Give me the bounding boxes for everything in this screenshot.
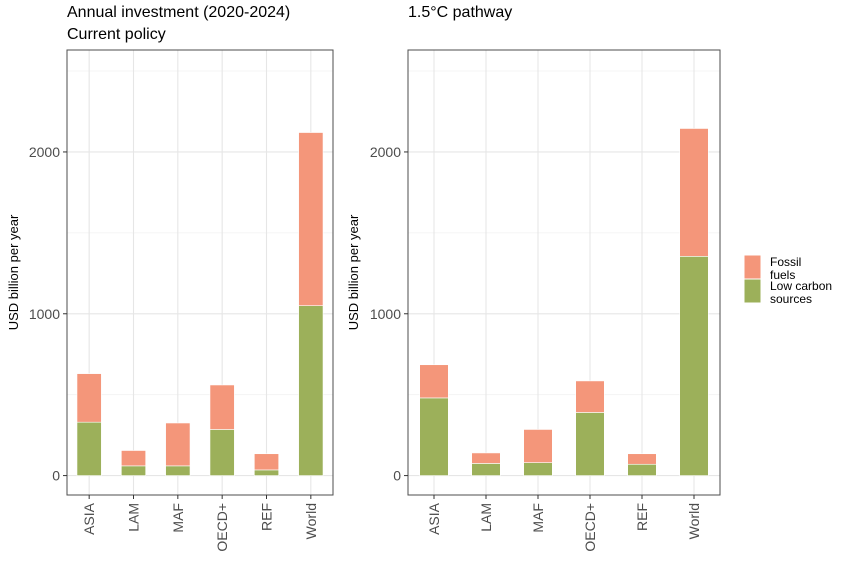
bar-fossil-fuels-ref	[627, 453, 657, 465]
x-tick-label: REF	[259, 503, 275, 531]
panel-background	[67, 50, 333, 495]
chart-panel-current-policy: Annual investment (2020-2024) Current pol…	[6, 4, 334, 552]
bar-fossil-fuels-maf	[165, 422, 191, 467]
bar-low-carbon-ref	[254, 469, 279, 476]
bar-fossil-fuels-lam	[471, 452, 501, 464]
x-tick-label: MAF	[170, 503, 186, 533]
y-tick-label: 0	[52, 468, 60, 484]
chart-panel-1-5c-pathway: 1.5°C pathway 0 1000 2000 ASIA LAM MAF OECD+ REF…	[346, 4, 721, 552]
bar-low-carbon-oecd	[209, 429, 235, 476]
bar-fossil-fuels-oecd	[209, 384, 235, 430]
legend-key-low-carbon	[743, 278, 762, 304]
bar-fossil-fuels-lam	[121, 450, 146, 467]
chart-title-line: Annual investment (2020-2024)	[67, 4, 290, 21]
x-tick-label: World	[686, 503, 702, 539]
bar-low-carbon-ref	[627, 463, 657, 476]
x-tick-label: LAM	[478, 503, 494, 532]
bar-low-carbon-asia	[419, 397, 449, 476]
bar-low-carbon-maf	[165, 465, 191, 476]
y-axis-label: USD billion per year	[346, 214, 361, 330]
legend-key-fossil-fuels	[743, 254, 762, 280]
y-tick-label: 1000	[29, 306, 60, 322]
y-tick-label: 1000	[370, 306, 401, 322]
x-tick-label: OECD+	[214, 503, 230, 552]
x-tick-label: OECD+	[582, 503, 598, 552]
bar-low-carbon-maf	[523, 462, 553, 476]
y-tick-label: 0	[393, 468, 401, 484]
bar-low-carbon-world	[679, 256, 709, 476]
bar-fossil-fuels-asia	[419, 364, 449, 399]
panel-border	[407, 49, 721, 496]
bar-low-carbon-world	[298, 305, 324, 476]
panel-background	[408, 50, 720, 495]
legend-label-line: Fossil	[770, 255, 801, 269]
x-tick-label: World	[303, 503, 319, 539]
legend-label-line: Low carbon	[770, 279, 832, 293]
x-tick-label: MAF	[530, 503, 546, 533]
bar-fossil-fuels-asia	[76, 373, 102, 423]
x-tick-label: LAM	[126, 503, 142, 532]
bar-fossil-fuels-maf	[523, 429, 553, 463]
bar-fossil-fuels-oecd	[575, 380, 605, 413]
x-tick-label: REF	[634, 503, 650, 531]
bar-low-carbon-asia	[76, 421, 102, 476]
x-tick-label: ASIA	[81, 502, 97, 535]
x-tick-label: ASIA	[426, 502, 442, 535]
panel-border	[66, 49, 334, 496]
bar-fossil-fuels-world	[679, 128, 709, 257]
legend-label-line: fuels	[770, 268, 795, 282]
bar-low-carbon-oecd	[575, 412, 605, 476]
bar-fossil-fuels-ref	[254, 453, 279, 471]
y-tick-label: 2000	[29, 144, 60, 160]
chart-title-line: 1.5°C pathway	[408, 4, 512, 21]
y-axis-label: USD billion per year	[6, 214, 21, 330]
bar-fossil-fuels-world	[298, 132, 324, 306]
y-tick-label: 2000	[370, 144, 401, 160]
chart-title-line: Current policy	[67, 26, 166, 43]
bar-low-carbon-lam	[471, 463, 501, 476]
legend-label-line: sources	[770, 292, 812, 306]
bar-low-carbon-lam	[121, 465, 146, 476]
